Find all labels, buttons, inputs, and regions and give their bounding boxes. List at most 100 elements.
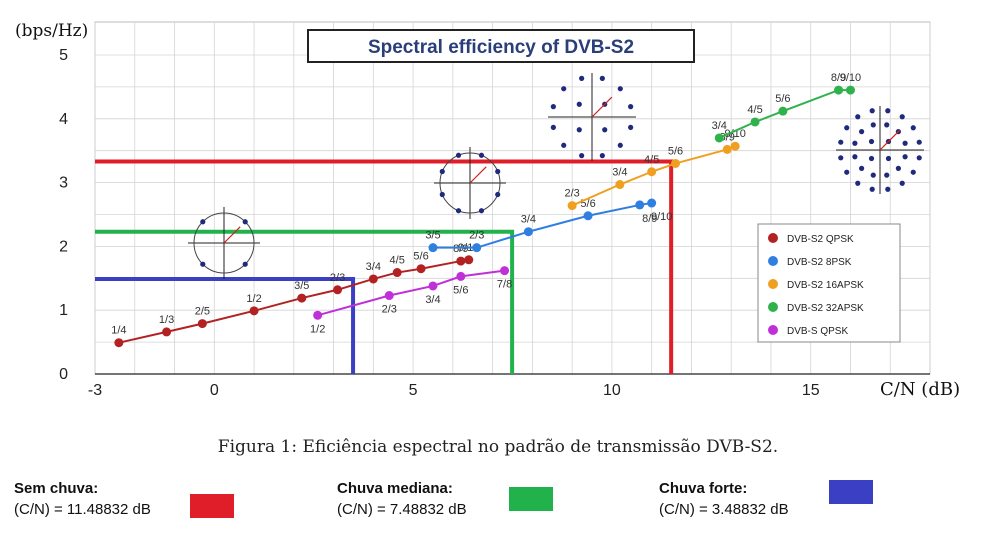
reference-line-chuva-forte bbox=[95, 276, 356, 374]
constellation-point bbox=[455, 152, 462, 158]
point-label: 8/9 bbox=[642, 213, 657, 225]
axis-ticks: -3 0 5 10 15 0 1 2 3 4 5 bbox=[59, 47, 820, 399]
data-point bbox=[647, 198, 657, 208]
data-point bbox=[583, 211, 593, 221]
data-point bbox=[392, 268, 402, 278]
x-tick-label: 15 bbox=[802, 382, 820, 399]
series-3: 3/44/55/68/99/10 bbox=[712, 72, 861, 143]
constellation-point bbox=[455, 208, 462, 214]
point-label: 1/3 bbox=[159, 314, 174, 326]
constellation-point bbox=[855, 114, 861, 120]
data-point bbox=[416, 264, 426, 274]
data-point bbox=[567, 201, 577, 211]
constellation-point bbox=[602, 127, 608, 133]
point-label: 3/5 bbox=[425, 230, 440, 242]
constellation-point bbox=[869, 186, 875, 192]
legend-label: DVB-S2 8PSK bbox=[787, 257, 852, 268]
constellation-point bbox=[910, 169, 916, 175]
point-label: 3/5 bbox=[294, 280, 309, 292]
figure-caption: Figura 1: Eficiência espectral no padrão… bbox=[217, 437, 779, 457]
constellation-point bbox=[885, 108, 891, 114]
legend-label: DVB-S2 16APSK bbox=[787, 280, 864, 291]
constellation-point bbox=[884, 172, 890, 178]
constellation-point bbox=[628, 104, 634, 110]
condition-value: (C/N) = 7.48832 dB bbox=[337, 501, 467, 518]
data-point bbox=[615, 180, 625, 190]
point-label: 5/6 bbox=[668, 145, 683, 157]
constellation-point bbox=[868, 155, 875, 162]
constellation-point bbox=[844, 125, 850, 131]
point-label: 4/5 bbox=[644, 154, 659, 166]
x-axis-label: C/N (dB) bbox=[880, 379, 960, 400]
data-point bbox=[671, 158, 681, 168]
data-point bbox=[635, 200, 645, 210]
data-point bbox=[456, 256, 466, 266]
constellation-point bbox=[617, 142, 623, 148]
constellation-vector bbox=[879, 129, 901, 151]
condition-title: Chuva forte: bbox=[659, 480, 748, 497]
data-point bbox=[249, 306, 259, 316]
condition-swatch-blue bbox=[829, 480, 873, 504]
data-point bbox=[384, 291, 394, 301]
chart-title: Spectral efficiency of DVB-S2 bbox=[368, 37, 634, 58]
x-tick-label: 10 bbox=[603, 382, 621, 399]
constellation-point bbox=[478, 208, 485, 214]
constellation-point bbox=[885, 155, 892, 162]
data-point bbox=[464, 255, 474, 265]
legend-marker bbox=[768, 256, 778, 266]
point-label: 2/3 bbox=[330, 272, 345, 284]
point-label: 3/4 bbox=[425, 294, 440, 306]
chart-title-box bbox=[307, 29, 695, 63]
legend-label: DVB-S QPSK bbox=[787, 326, 848, 337]
point-label: 4/5 bbox=[747, 104, 762, 116]
data-series: 1/41/32/51/23/52/33/44/5 5/68/99/103/5 2/3… bbox=[111, 72, 861, 348]
series-2: 2/3 3/4 4/5 5/6 8/99/10 bbox=[564, 128, 746, 211]
constellation-point bbox=[859, 129, 865, 135]
point-label: 8/9 bbox=[720, 131, 735, 143]
condition-swatch-green bbox=[509, 487, 553, 511]
legend-marker bbox=[768, 302, 778, 312]
y-tick-label: 3 bbox=[59, 175, 68, 192]
point-label: 2/3 bbox=[564, 188, 579, 200]
constellation-point bbox=[242, 219, 248, 225]
condition-sem-chuva: Sem chuva: (C/N) = 11.48832 dB bbox=[14, 478, 151, 520]
point-label: 8/9 bbox=[453, 243, 468, 255]
constellation-point bbox=[550, 104, 556, 110]
constellation-point bbox=[478, 152, 485, 158]
constellation-point bbox=[838, 139, 844, 145]
constellation-point bbox=[838, 155, 844, 161]
chart-grid bbox=[94, 21, 931, 375]
y-tick-label: 0 bbox=[59, 366, 68, 383]
legend-label: DVB-S2 32APSK bbox=[787, 303, 864, 314]
y-tick-label: 5 bbox=[59, 47, 68, 64]
constellation-point bbox=[859, 165, 865, 171]
reference-lines bbox=[95, 159, 674, 374]
reference-line-sem-chuva bbox=[95, 159, 674, 374]
data-point bbox=[750, 117, 760, 127]
x-tick-label: 0 bbox=[210, 382, 219, 399]
constellation-point bbox=[844, 169, 850, 175]
data-point bbox=[730, 141, 740, 151]
condition-value: (C/N) = 3.48832 dB bbox=[659, 501, 789, 518]
point-label: 3/4 bbox=[612, 167, 627, 179]
constellation-ring bbox=[193, 212, 255, 274]
constellation-point bbox=[916, 139, 922, 145]
constellation-point bbox=[439, 168, 445, 175]
constellation-point bbox=[899, 114, 905, 120]
data-point bbox=[313, 310, 323, 320]
condition-value: (C/N) = 11.48832 dB bbox=[14, 501, 151, 518]
point-label: 1/2 bbox=[310, 323, 325, 335]
constellation-point bbox=[617, 86, 623, 92]
point-label: 2/3 bbox=[382, 304, 397, 316]
data-point bbox=[368, 274, 378, 284]
point-label: 3/4 bbox=[366, 261, 381, 273]
point-label: 7/8 bbox=[497, 279, 512, 291]
constellation-point bbox=[550, 124, 556, 130]
constellation-point bbox=[855, 180, 861, 186]
data-point bbox=[523, 227, 533, 237]
point-label: 3/4 bbox=[712, 120, 727, 132]
constellation-point bbox=[916, 155, 922, 161]
constellation-vector bbox=[469, 166, 487, 184]
constellation-point bbox=[599, 153, 605, 159]
point-label: 2/5 bbox=[195, 306, 210, 318]
